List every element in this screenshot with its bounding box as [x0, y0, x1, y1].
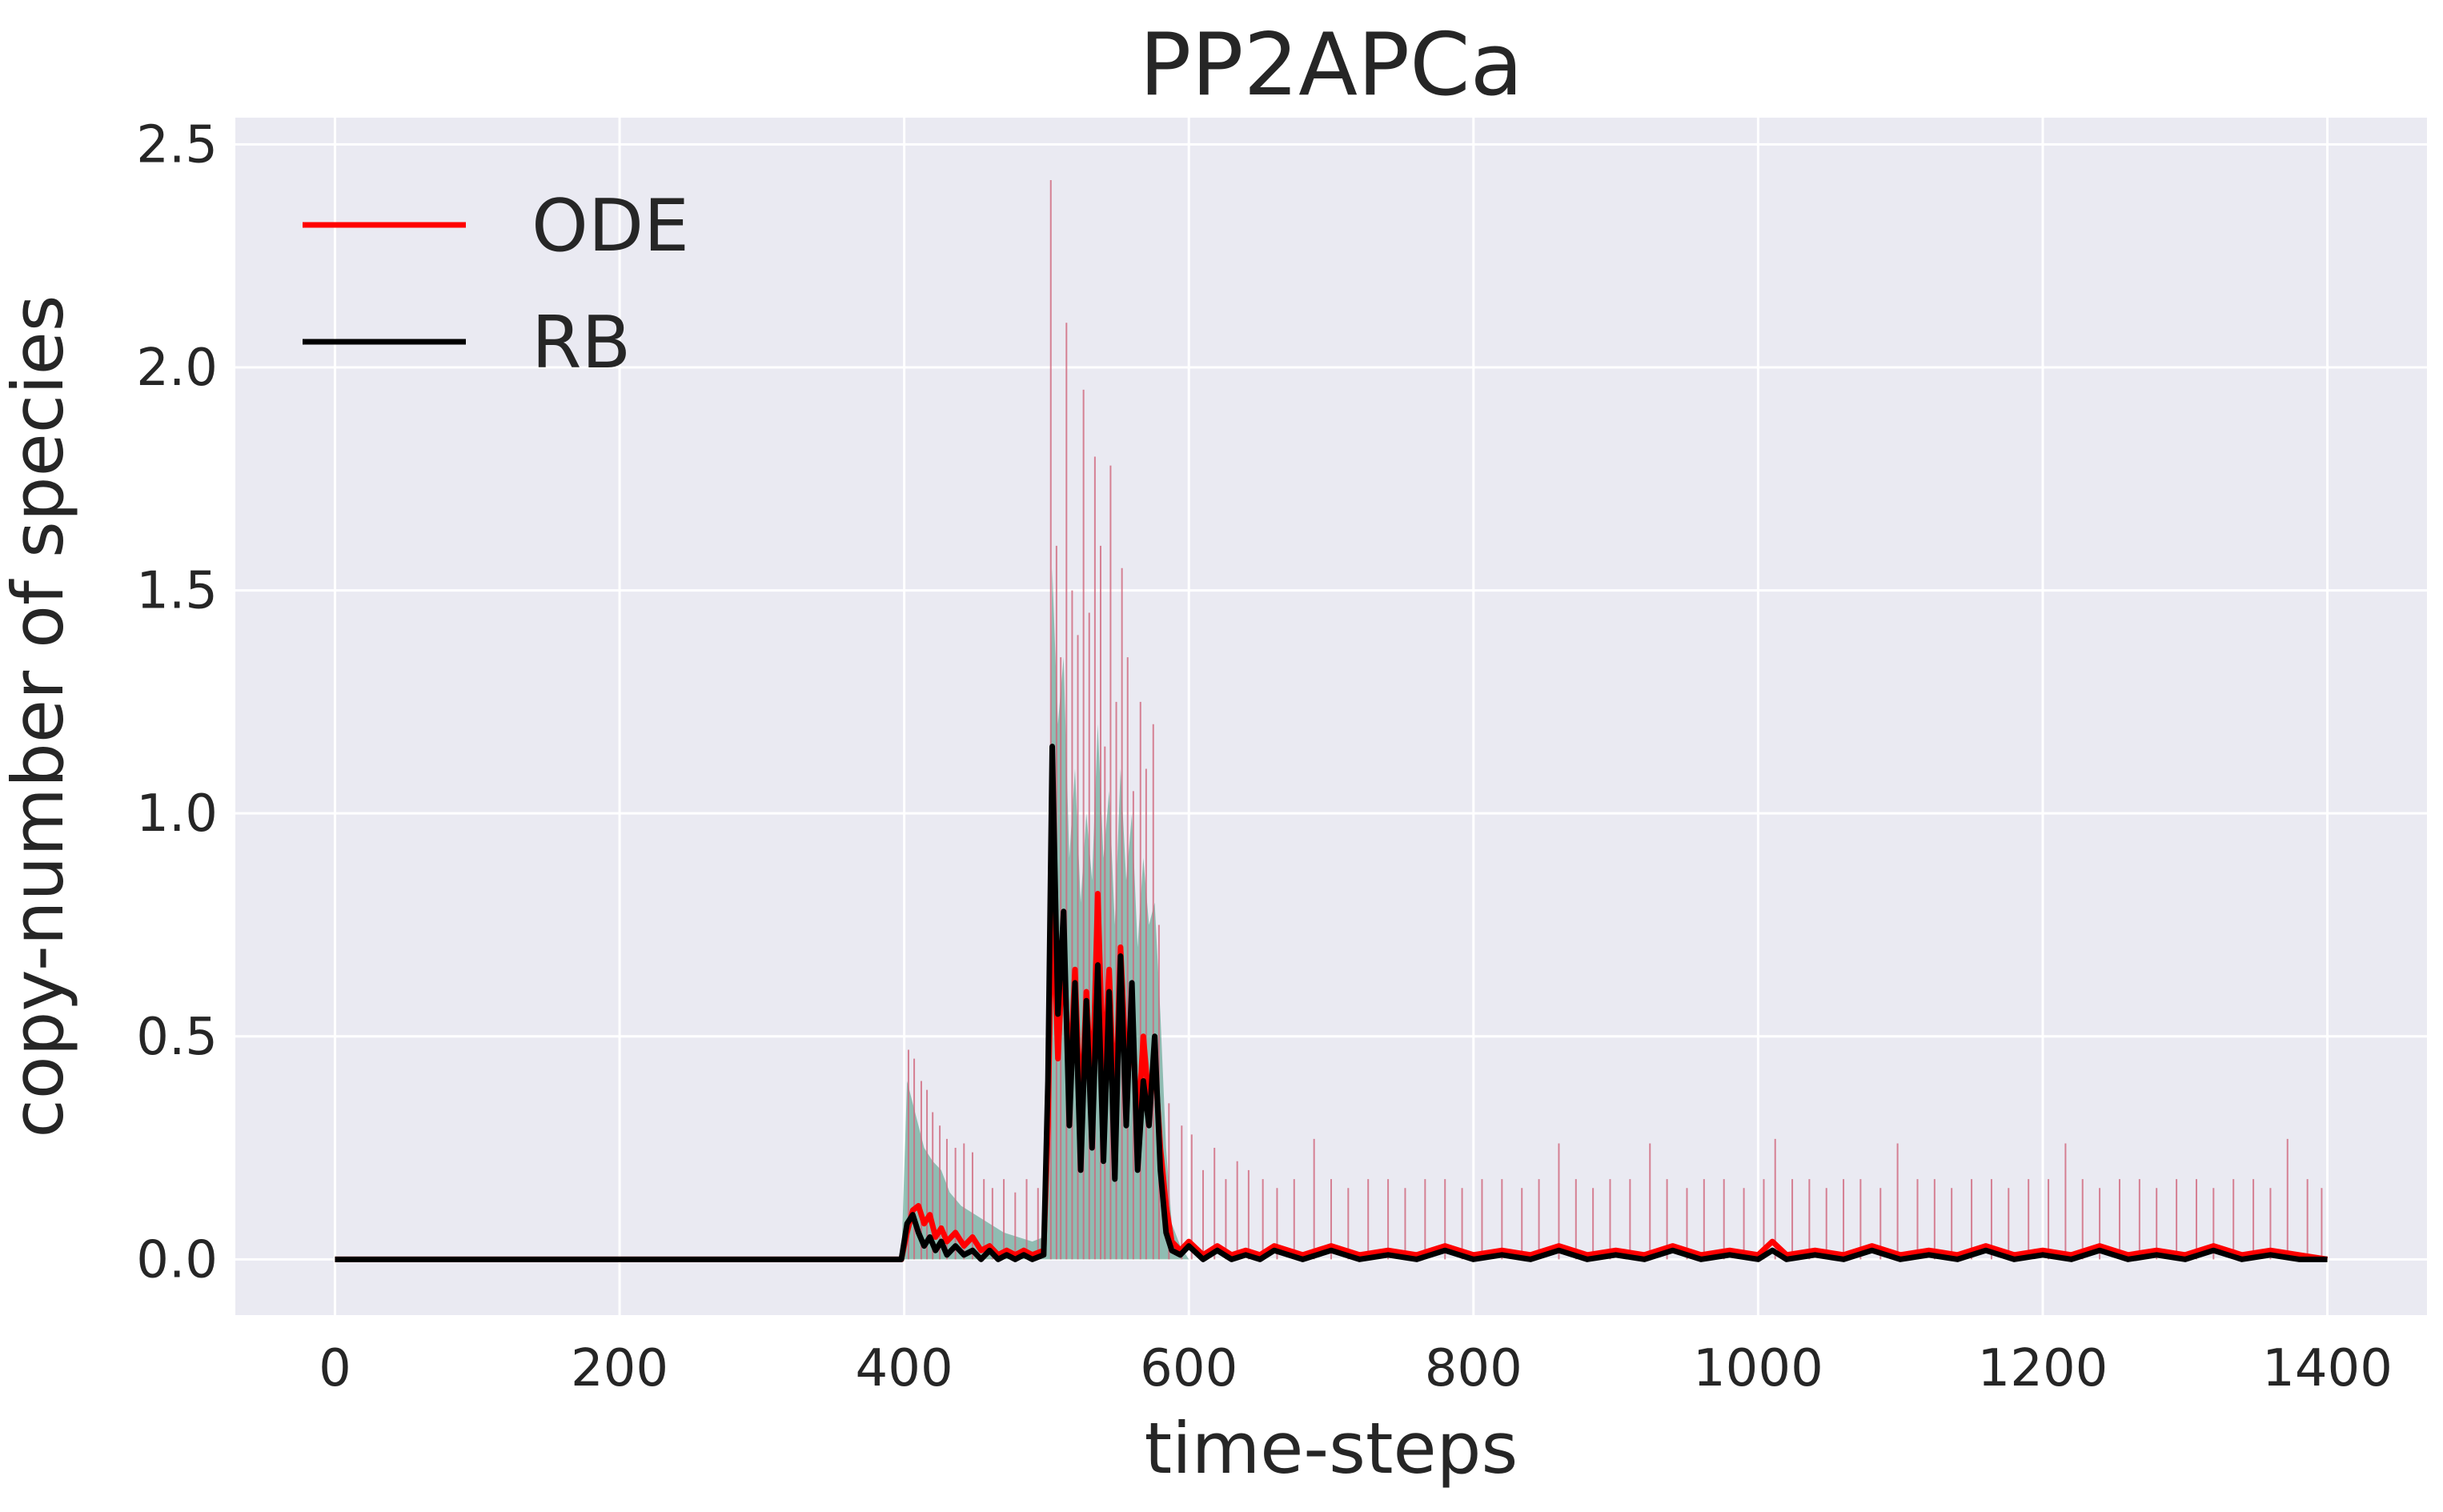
x-tick-label: 1200 [1978, 1339, 2108, 1398]
series-lines [335, 744, 2329, 1262]
series-line-ode [335, 877, 2329, 1262]
x-tick-labels: 0 200 400 600 800 1000 1200 1400 [319, 1339, 2393, 1398]
x-tick-label: 0 [319, 1339, 351, 1398]
x-tick-label: 1400 [2262, 1339, 2393, 1398]
y-tick-labels: 0.0 0.5 1.0 1.5 2.0 2.5 [136, 115, 218, 1289]
chart-title: PP2APCa [1139, 15, 1523, 115]
y-tick-label: 0.0 [136, 1230, 218, 1289]
y-axis-label: copy-number of species [0, 295, 79, 1137]
legend-rb-label: RB [532, 301, 631, 385]
x-axis-label: time-steps [1145, 1407, 1518, 1490]
legend: ODE RB [303, 184, 689, 385]
y-tick-label: 1.5 [136, 562, 218, 621]
y-tick-label: 2.0 [136, 339, 218, 398]
series-line-rb [335, 744, 2328, 1262]
y-tick-label: 1.0 [136, 784, 218, 844]
y-tick-label: 2.5 [136, 115, 218, 174]
x-tick-label: 800 [1425, 1339, 1522, 1398]
legend-ode-label: ODE [532, 184, 689, 268]
y-tick-label: 0.5 [136, 1008, 218, 1067]
x-tick-label: 400 [856, 1339, 953, 1398]
x-tick-label: 1000 [1693, 1339, 1823, 1398]
x-tick-label: 200 [571, 1339, 668, 1398]
x-tick-label: 600 [1140, 1339, 1238, 1398]
plot-background [235, 118, 2427, 1315]
grid [235, 118, 2427, 1315]
